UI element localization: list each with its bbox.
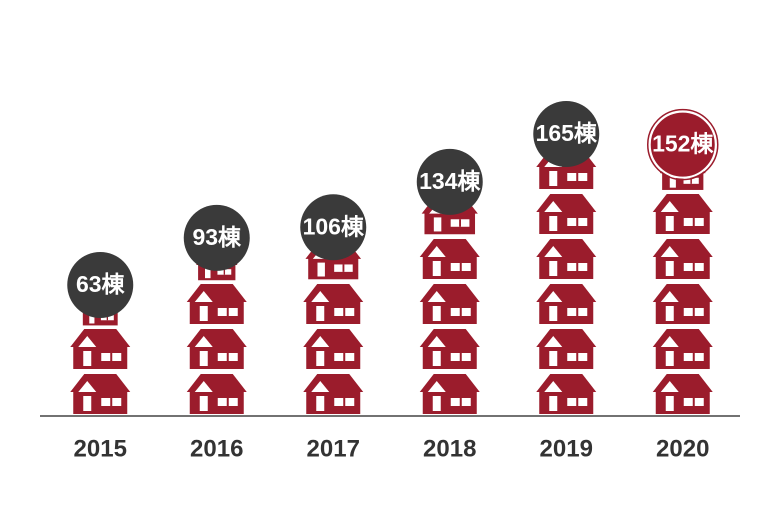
house-door: [669, 176, 676, 188]
house-roof: [70, 329, 131, 347]
house-gable: [660, 291, 679, 302]
house-gable: [544, 381, 563, 392]
x-tick-label: 2015: [74, 435, 127, 462]
house-door: [316, 351, 325, 366]
house-stack: [536, 149, 597, 414]
house-gable: [544, 291, 563, 302]
house-gable: [660, 201, 679, 212]
house-roof: [652, 329, 713, 347]
house-roof: [419, 374, 480, 392]
value-label: 93棟: [192, 224, 242, 250]
house-door: [199, 396, 208, 411]
house-roof: [303, 374, 364, 392]
house-roof: [536, 329, 597, 347]
house-door: [549, 396, 558, 411]
house-stack: [419, 196, 480, 414]
house-door: [432, 261, 441, 276]
house-gable: [194, 291, 213, 302]
house-roof: [186, 329, 247, 347]
house-roof: [536, 239, 597, 257]
house-roof: [652, 284, 713, 302]
value-bubble: [648, 110, 717, 179]
house-door: [205, 267, 211, 279]
house-roof: [186, 284, 247, 302]
house-gable: [311, 381, 330, 392]
value-bubble-ring: [647, 108, 719, 181]
value-bubble: [67, 251, 134, 318]
house-roof: [652, 194, 713, 212]
house-door: [83, 351, 92, 366]
house-gable: [660, 246, 679, 257]
house-door: [549, 351, 558, 366]
house-stack: [186, 252, 247, 414]
house-door: [317, 262, 325, 277]
house-roof: [652, 239, 713, 257]
house-door: [665, 216, 674, 231]
house-gable: [427, 246, 446, 257]
house-gable: [544, 201, 563, 212]
house-roof: [419, 239, 480, 257]
house-door: [665, 396, 674, 411]
house-gable: [311, 291, 330, 302]
house-gable: [544, 336, 563, 347]
house-stack: [303, 242, 364, 414]
house-door: [665, 351, 674, 366]
house-door: [549, 171, 558, 186]
house-door: [432, 396, 441, 411]
x-tick-label: 2020: [656, 435, 709, 462]
x-tick-label: 2017: [307, 435, 360, 462]
value-bubble: [300, 194, 367, 261]
house-door: [549, 261, 558, 276]
house-roof: [186, 374, 247, 392]
house-roof: [419, 329, 480, 347]
house-gable: [194, 381, 213, 392]
house-door: [89, 313, 95, 324]
value-bubble: [533, 101, 600, 167]
house-door: [432, 306, 441, 321]
value-label: 134棟: [419, 168, 481, 194]
house-roof: [419, 284, 480, 302]
house-gable: [427, 291, 446, 302]
house-roof: [70, 374, 131, 392]
house-gable: [660, 336, 679, 347]
house-door: [316, 396, 325, 411]
house-door: [549, 216, 558, 231]
house-door: [199, 351, 208, 366]
house-door: [549, 306, 558, 321]
house-roof: [303, 284, 364, 302]
value-label: 165棟: [536, 120, 598, 146]
house-roof: [536, 284, 597, 302]
house-door: [665, 261, 674, 276]
house-door: [665, 306, 674, 321]
value-bubble: [183, 204, 250, 271]
house-gable: [660, 381, 679, 392]
house-door: [433, 217, 442, 232]
value-label: 63棟: [76, 271, 126, 297]
house-gable: [311, 336, 330, 347]
house-gable: [427, 336, 446, 347]
house-gable: [427, 381, 446, 392]
value-label: 152棟: [652, 131, 714, 157]
house-stack: [652, 159, 713, 414]
house-door: [199, 306, 208, 321]
house-door: [83, 396, 92, 411]
house-roof: [652, 374, 713, 392]
house-roof: [303, 329, 364, 347]
house-gable: [78, 381, 97, 392]
x-tick-label: 2016: [190, 435, 243, 462]
x-tick-label: 2018: [423, 435, 476, 462]
value-label: 106棟: [303, 213, 365, 239]
house-gable: [194, 336, 213, 347]
house-roof: [536, 194, 597, 212]
house-roof: [536, 374, 597, 392]
value-bubble: [416, 148, 483, 215]
house-door: [316, 306, 325, 321]
house-gable: [78, 336, 97, 347]
x-tick-label: 2019: [540, 435, 593, 462]
house-gable: [544, 246, 563, 257]
house-door: [432, 351, 441, 366]
